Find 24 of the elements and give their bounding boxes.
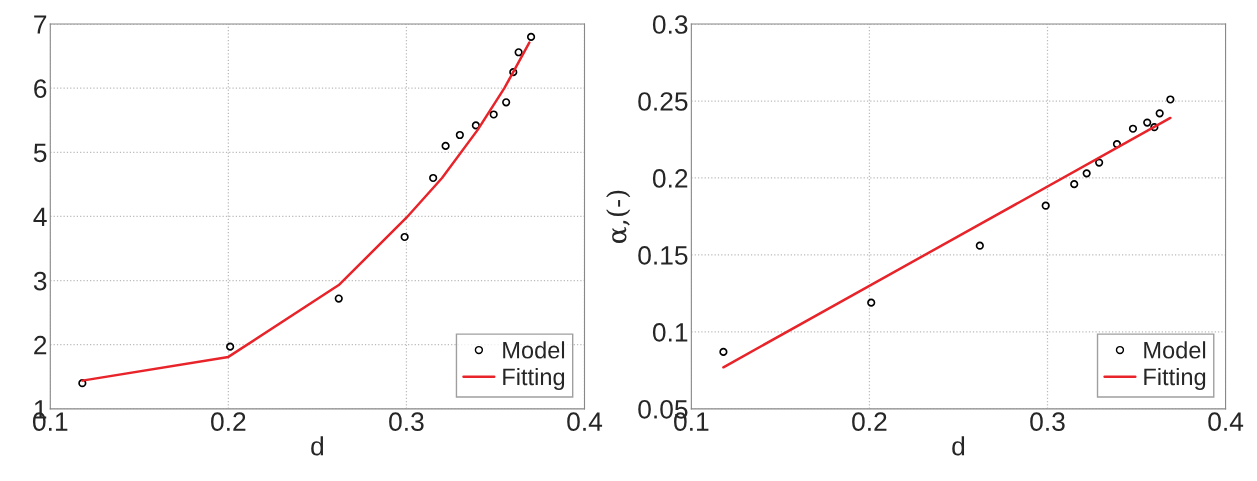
y-tick-label: 6 [34,79,47,98]
y-tick-label: 0.15 [638,246,688,265]
legend-label: Model [1144,341,1206,359]
y-tick-label: 0.2 [652,169,688,188]
legend-label: Fitting [1144,367,1206,390]
y-tick-label: 5 [33,143,47,163]
y-tick-label: 2 [34,335,47,355]
legend-label: Fitting [503,367,565,390]
y-axis-title: α,(-) [606,190,631,243]
legend-label: Model [503,341,565,359]
x-tick-label: 0.2 [852,412,887,432]
x-axis-title: d [311,436,324,456]
x-tick-label: 0.3 [1030,412,1065,432]
x-tick-label: 0.4 [567,412,603,432]
x-axis-title: d [952,436,965,456]
x-tick-label: 0.2 [211,412,246,432]
y-tick-label: 0.25 [638,92,688,111]
x-tick-label: 0.4 [1208,412,1244,432]
y-tick-label: 3 [33,271,47,291]
x-tick-label: 0.3 [389,412,424,432]
y-tick-label: 7 [34,15,47,34]
y-tick-label: 0.1 [652,323,688,342]
y-tick-label: 0.3 [652,15,688,34]
y-tick-label: 4 [33,207,47,227]
